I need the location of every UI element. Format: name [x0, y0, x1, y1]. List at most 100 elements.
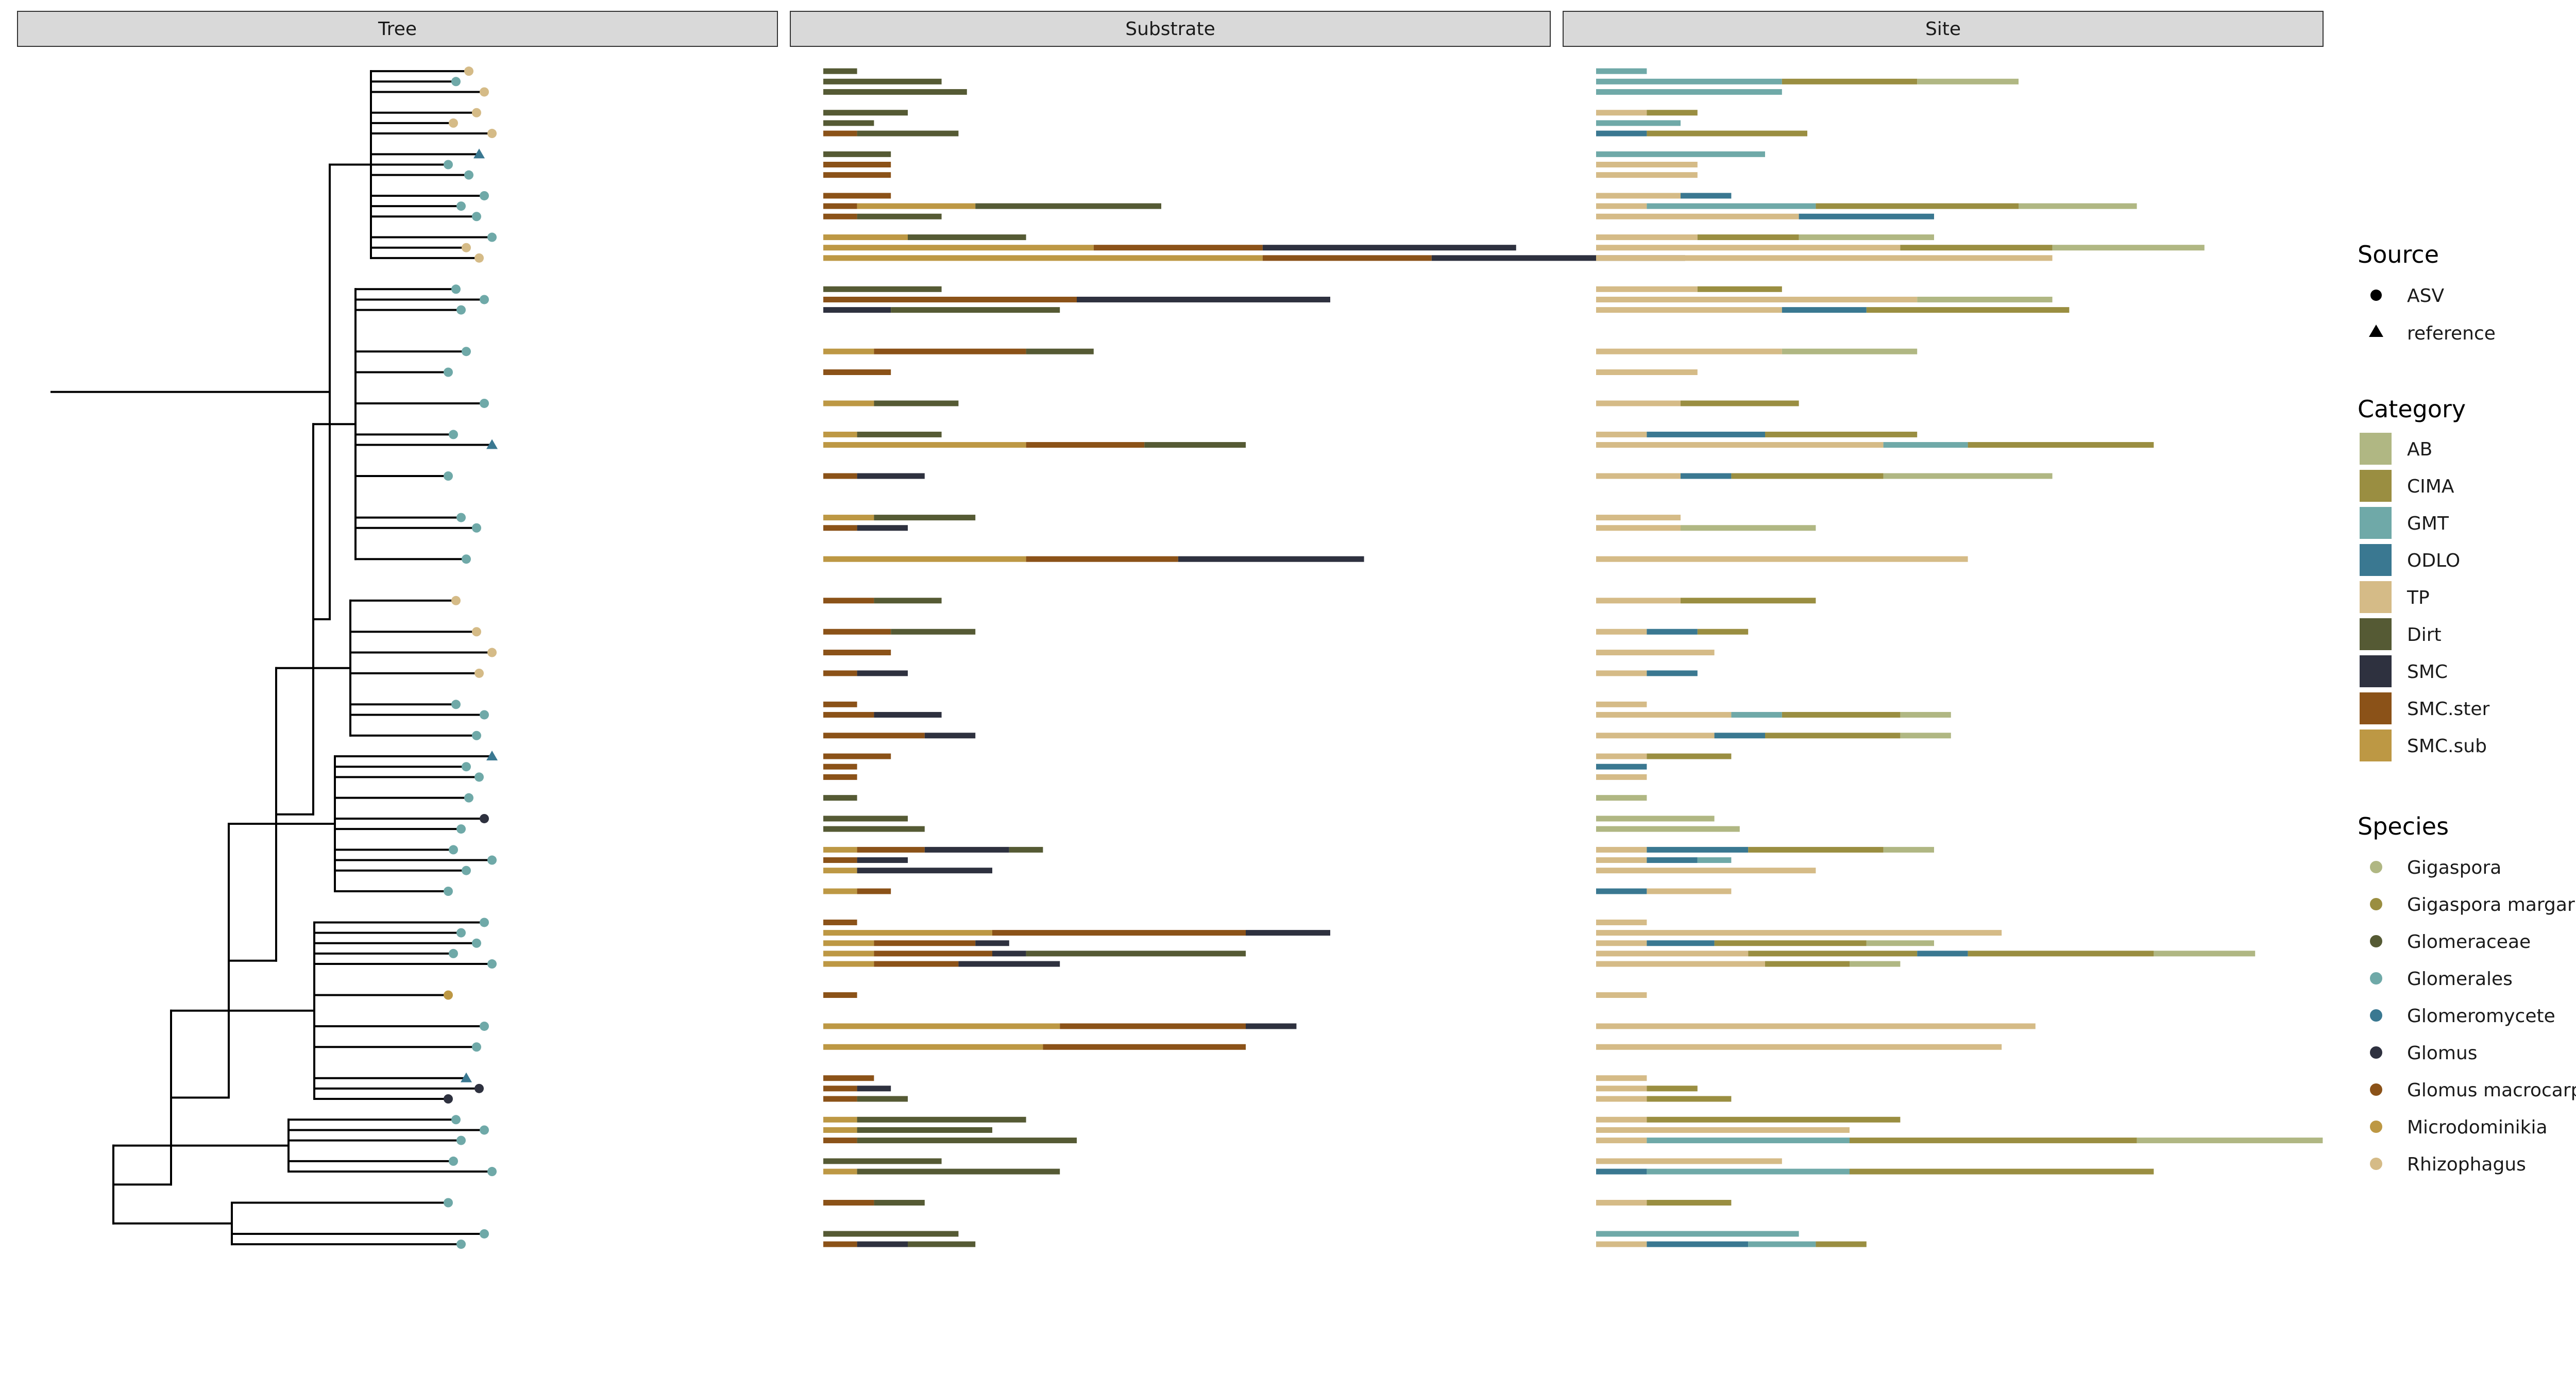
legend-category-swatch: [2360, 433, 2392, 465]
site-bar-segment: [1596, 1127, 1850, 1133]
tip-circle-asv: [451, 284, 461, 294]
substrate-bar-segment: [823, 888, 857, 894]
tip-circle-asv: [456, 824, 466, 834]
legend-species-dot: [2370, 1158, 2382, 1170]
substrate-bar-segment: [924, 733, 976, 739]
substrate-bar-segment: [908, 1241, 976, 1247]
tip-triangle-reference: [473, 148, 485, 159]
legend-source: Source ASV reference: [2358, 241, 2496, 344]
substrate-bar-segment: [908, 234, 1026, 241]
legend-category-swatch: [2360, 581, 2392, 613]
site-bar-segment: [1596, 711, 1732, 718]
substrate-bar-segment: [1246, 930, 1330, 936]
substrate-bar-segment: [823, 442, 1026, 448]
tip-circle-asv: [487, 129, 497, 139]
substrate-bar-segment: [874, 598, 942, 604]
legend-species-dot: [2370, 898, 2382, 910]
legend-species-dot: [2370, 1046, 2382, 1059]
legend-category-swatch: [2360, 507, 2392, 539]
substrate-bar-segment: [823, 711, 874, 718]
substrate-bar-segment: [857, 431, 942, 437]
legend-species-dot: [2370, 972, 2382, 985]
substrate-bar-segment: [823, 110, 908, 116]
legend-species-label: Glomeraceae: [2407, 931, 2531, 953]
site-bar-segment: [1596, 286, 1698, 292]
site-bar-segment: [1765, 431, 1918, 437]
substrate-bar-segment: [823, 245, 1094, 251]
tip-circle-asv: [480, 1021, 489, 1031]
substrate-bar-segment: [823, 670, 857, 676]
substrate-bar-segment: [857, 1127, 992, 1133]
substrate-bar-segment: [823, 940, 874, 946]
tip-circle-asv: [451, 596, 461, 605]
tip-circle-asv: [462, 762, 471, 772]
site-bar-segment: [1596, 888, 1647, 894]
substrate-bar-segment: [1093, 245, 1263, 251]
tip-circle-asv: [487, 855, 497, 865]
site-bar-segment: [1596, 1116, 1647, 1123]
site-bar-segment: [1647, 629, 1698, 635]
substrate-bar-segment: [823, 629, 891, 635]
tip-circle-asv: [480, 918, 489, 927]
substrate-bar-segment: [1026, 556, 1178, 562]
facet-strip-tree: Tree: [17, 11, 778, 47]
substrate-bar-segment: [874, 711, 942, 718]
substrate-bar-segment: [823, 598, 874, 604]
legend-category-swatch: [2360, 618, 2392, 650]
substrate-bar-segment: [823, 525, 857, 531]
site-bar-segment: [1748, 951, 1918, 957]
site-bar-segment: [1900, 711, 1951, 718]
substrate-bar-segment: [823, 68, 857, 74]
substrate-bar-segment: [823, 120, 874, 126]
tip-circle-asv: [444, 367, 453, 377]
site-bar-segment: [1596, 213, 1799, 219]
substrate-bar-segment: [823, 733, 925, 739]
substrate-bar-segment: [891, 307, 1060, 313]
substrate-bar-segment: [1026, 442, 1145, 448]
site-bar-segment: [1731, 711, 1782, 718]
substrate-bar-segment: [1060, 1023, 1246, 1029]
substrate-bar-segment: [823, 701, 857, 707]
substrate-bar-segment: [1246, 1023, 1297, 1029]
site-bar-segment: [1596, 151, 1765, 157]
site-bar-segment: [1596, 1096, 1647, 1102]
substrate-bar-segment: [823, 1096, 857, 1102]
legend-category-swatch: [2360, 692, 2392, 724]
site-bar-segment: [1596, 68, 1647, 74]
substrate-bar-segment: [823, 431, 857, 437]
substrate-bar-segment: [874, 515, 976, 521]
substrate-bar-segment: [958, 961, 1060, 967]
site-bar-segment: [1596, 1085, 1647, 1092]
substrate-bar-segment: [857, 888, 891, 894]
site-bar-segment: [1647, 1168, 1850, 1175]
tip-circle-asv: [462, 866, 471, 875]
tip-circle-asv: [480, 710, 489, 720]
substrate-bar-segment: [857, 473, 925, 479]
substrate-bar-segment: [857, 203, 976, 209]
legend-category-label: AB: [2407, 439, 2432, 460]
tip-circle-asv: [456, 1135, 466, 1145]
tip-circle-asv: [456, 201, 466, 211]
site-bar-segment: [1596, 795, 1647, 801]
site-bar-segment: [1596, 400, 1681, 406]
site-bar-segment: [1866, 307, 2070, 313]
substrate-bar-segment: [823, 203, 857, 209]
tip-circle-asv: [444, 990, 453, 1000]
substrate-bar-segment: [1043, 1044, 1246, 1050]
legend-species-label: Gigaspora: [2407, 857, 2501, 878]
tip-circle-asv: [474, 772, 484, 782]
substrate-bar-segment: [992, 951, 1026, 957]
tip-circle-asv: [480, 87, 489, 97]
substrate-bar-segment: [823, 992, 857, 998]
site-bar-segment: [1596, 951, 1749, 957]
site-bar-segment: [1596, 940, 1647, 946]
site-bar-segment: [1596, 348, 1782, 354]
tip-circle-asv: [462, 554, 471, 564]
legend-category-label: SMC: [2407, 661, 2448, 683]
legend-species-dot: [2370, 1009, 2382, 1022]
site-bar-segment: [1596, 733, 1715, 739]
legend-species-dot: [2370, 935, 2382, 947]
site-bar-segment: [1596, 431, 1647, 437]
substrate-bar-segment: [823, 816, 908, 822]
site-bar-segment: [1782, 711, 1901, 718]
